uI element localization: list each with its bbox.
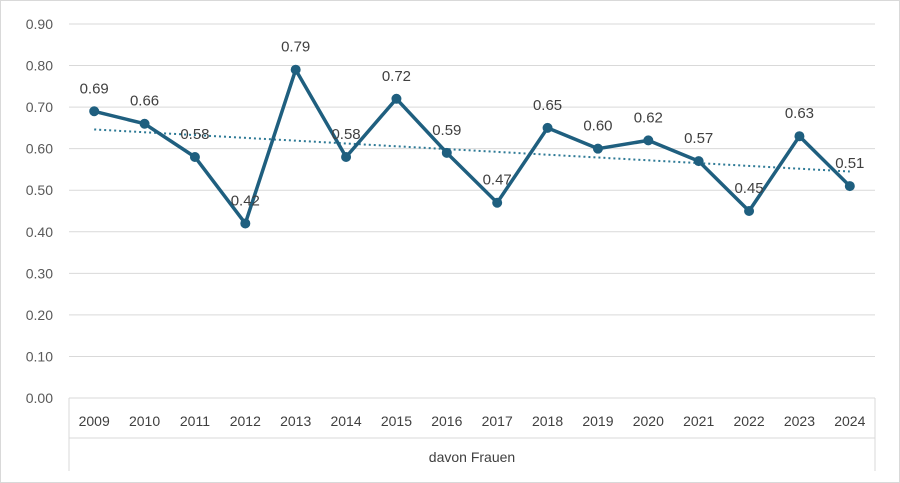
data-point [592, 143, 603, 154]
x-tick-label: 2020 [633, 413, 664, 429]
data-point [89, 106, 100, 117]
x-tick-label: 2009 [79, 413, 110, 429]
x-tick-label: 2024 [834, 413, 865, 429]
series-layer [89, 64, 855, 229]
data-point [492, 197, 503, 208]
x-tick-label: 2018 [532, 413, 563, 429]
y-tick-label: 0.90 [26, 16, 53, 32]
data-point [441, 147, 452, 158]
y-tick-label: 0.10 [26, 348, 53, 364]
x-tick-label: 2011 [180, 413, 210, 429]
data-point [139, 118, 150, 129]
x-tick-label: 2017 [482, 413, 513, 429]
data-label: 0.62 [634, 109, 663, 126]
data-label: 0.42 [231, 192, 260, 209]
data-label: 0.58 [331, 126, 360, 143]
data-label: 0.72 [382, 68, 411, 85]
trendline-layer [94, 128, 850, 173]
gridlines [69, 23, 875, 357]
x-tick-label: 2023 [784, 413, 815, 429]
data-point [391, 93, 402, 104]
x-tick-label: 2015 [381, 413, 412, 429]
axes: 0.00 0.10 0.20 0.30 0.40 0.50 0.60 0.70 0.80 0.90… [26, 16, 876, 471]
data-labels: 0.69 0.66 0.58 0.42 0.79 0.58 0.72 0.59 0.47 0.65… [80, 39, 865, 210]
y-tick-label: 0.00 [26, 390, 53, 406]
x-tick-label: 2016 [431, 413, 462, 429]
data-label: 0.65 [533, 97, 562, 114]
data-point [744, 206, 755, 216]
data-label: 0.59 [432, 122, 461, 139]
data-point [643, 135, 654, 146]
x-tick-label: 2019 [582, 413, 613, 429]
data-label: 0.60 [583, 118, 612, 135]
data-label: 0.57 [684, 130, 713, 147]
data-point [542, 122, 553, 133]
data-point [844, 181, 855, 192]
data-label: 0.69 [80, 80, 109, 97]
x-tick-label: 2012 [230, 413, 261, 429]
data-point [290, 64, 301, 75]
y-tick-label: 0.20 [26, 307, 53, 323]
data-point [693, 156, 704, 167]
x-tick-label: 2022 [733, 413, 764, 429]
x-axis-title: davon Frauen [429, 449, 515, 465]
x-tick-label: 2021 [683, 413, 714, 429]
data-label: 0.45 [734, 180, 763, 197]
y-tick-label: 0.80 [26, 58, 53, 74]
data-label: 0.58 [180, 126, 209, 143]
trendline [94, 128, 850, 173]
y-tick-label: 0.60 [26, 141, 53, 157]
y-tick-label: 0.70 [26, 99, 53, 115]
data-label: 0.66 [130, 93, 159, 110]
y-tick-label: 0.50 [26, 182, 53, 198]
data-label: 0.47 [483, 172, 512, 189]
y-tick-label: 0.40 [26, 224, 53, 240]
y-tick-label: 0.30 [26, 265, 53, 281]
data-label: 0.79 [281, 39, 310, 56]
x-tick-label: 2014 [330, 413, 361, 429]
data-label: 0.51 [835, 155, 864, 172]
data-point [189, 151, 200, 162]
data-point [794, 131, 805, 142]
x-tick-label: 2013 [280, 413, 311, 429]
data-label: 0.63 [785, 105, 814, 122]
data-point [240, 218, 251, 229]
series-line [92, 67, 852, 226]
x-tick-label: 2010 [129, 413, 160, 429]
data-point [341, 151, 352, 162]
